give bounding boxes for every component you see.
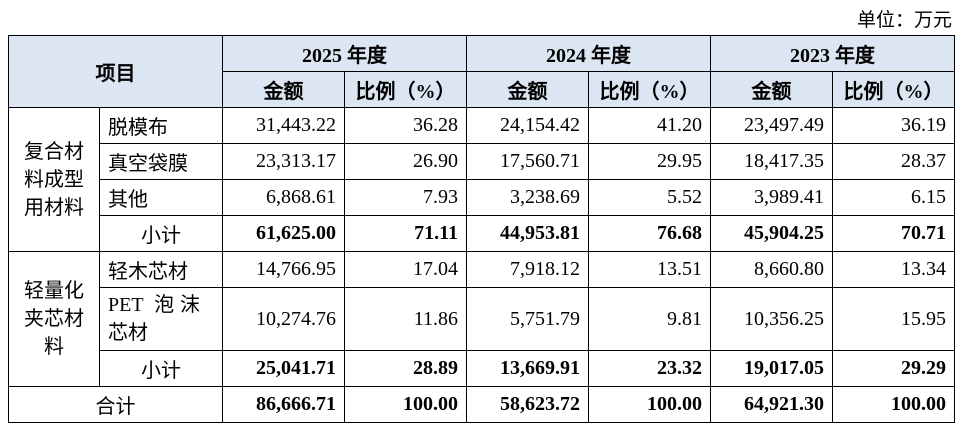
cell: 19,017.05: [710, 350, 833, 387]
cell: 17,560.71: [466, 143, 589, 180]
cell: 64,921.30: [710, 386, 833, 423]
cell: 41.20: [588, 107, 711, 144]
total-name: 合计: [8, 386, 223, 423]
group-label: 轻量化夹芯材料: [8, 251, 100, 387]
cell: 6.15: [832, 179, 955, 216]
header-year: 2025 年度: [222, 35, 467, 72]
cell: 58,623.72: [466, 386, 589, 423]
cell: 61,625.00: [222, 215, 345, 252]
cell: 100.00: [588, 386, 711, 423]
cell: 28.89: [344, 350, 467, 387]
header-ratio: 比例（%）: [344, 71, 467, 108]
group-label: 复合材料成型用材料: [8, 107, 100, 252]
cell: 44,953.81: [466, 215, 589, 252]
cell: 7.93: [344, 179, 467, 216]
cell: 36.19: [832, 107, 955, 144]
cell: 14,766.95: [222, 251, 345, 288]
cell: 29.95: [588, 143, 711, 180]
data-row: 其他 6,868.61 7.93 3,238.69 5.52 3,989.41 6.15: [9, 179, 955, 216]
cell: 13.34: [832, 251, 955, 288]
cell: 7,918.12: [466, 251, 589, 288]
cell: 71.11: [344, 215, 467, 252]
material-table: 项目 2025 年度 2024 年度 2023 年度 金额 比例（%） 金额 比例（%） 金额比…: [8, 35, 955, 423]
cell: 10,274.76: [222, 287, 345, 351]
header-year: 2023 年度: [710, 35, 955, 72]
cell: 13.51: [588, 251, 711, 288]
cell: 45,904.25: [710, 215, 833, 252]
cell: 3,238.69: [466, 179, 589, 216]
unit-label: 单位：万元: [856, 10, 952, 31]
cell: 8,660.80: [710, 251, 833, 288]
data-row: 真空袋膜 23,313.17 26.90 17,560.71 29.95 18,417.3…: [9, 143, 955, 180]
cell: 25,041.71: [222, 350, 345, 387]
cell: 6,868.61: [222, 179, 345, 216]
header-item: 项目: [8, 35, 223, 108]
cell: 86,666.71: [222, 386, 345, 423]
header-amount: 金额: [222, 71, 345, 108]
header-amount: 金额: [710, 71, 833, 108]
cell: 17.04: [344, 251, 467, 288]
data-row: PET 泡沫芯材 10,274.76 11.86 5,751.79 9.81 10,356…: [9, 287, 955, 351]
header-row: 金额 比例（%） 金额 比例（%） 金额 比例（%）: [9, 71, 955, 108]
item-name: 小计: [99, 350, 223, 387]
cell: 100.00: [344, 386, 467, 423]
data-row: 复合材料成型用材料 脱模布 31,443.22 36.28 24,154.42 41.20…: [8, 107, 955, 252]
subtotal-row: 小计 61,625.00 71.11 44,953.81 76.68 45,904.25 7…: [9, 215, 955, 252]
item-name: 真空袋膜: [99, 143, 223, 180]
cell: 5,751.79: [466, 287, 589, 351]
item-name: PET 泡沫芯材: [99, 287, 223, 351]
subtotal-row: 小计 25,041.71 28.89 13,669.91 23.32 19,017.05 2…: [9, 350, 955, 387]
cell: 5.52: [588, 179, 711, 216]
cell: 13,669.91: [466, 350, 589, 387]
cell: 10,356.25: [710, 287, 833, 351]
cell: 100.00: [832, 386, 955, 423]
cell: 36.28: [344, 107, 467, 144]
cell: 24,154.42: [466, 107, 589, 144]
item-name: 小计: [99, 215, 223, 252]
total-row: 合计 86,666.71 100.00 58,623.72 100.00 64,921.3…: [8, 386, 955, 423]
cell: 76.68: [588, 215, 711, 252]
item-name: 轻木芯材: [99, 251, 223, 288]
cell: 3,989.41: [710, 179, 833, 216]
cell: 28.37: [832, 143, 955, 180]
cell: 11.86: [344, 287, 467, 351]
header-year: 2024 年度: [466, 35, 711, 72]
header-ratio: 比例（%）: [588, 71, 711, 108]
cell: 23.32: [588, 350, 711, 387]
cell: 70.71: [832, 215, 955, 252]
item-name: 脱模布: [99, 107, 223, 144]
cell: 23,497.49: [710, 107, 833, 144]
header-ratio: 比例（%）: [832, 71, 955, 108]
header-row: 项目 2025 年度 2024 年度 2023 年度: [8, 35, 955, 108]
cell: 26.90: [344, 143, 467, 180]
cell: 15.95: [832, 287, 955, 351]
cell: 23,313.17: [222, 143, 345, 180]
cell: 18,417.35: [710, 143, 833, 180]
cell: 29.29: [832, 350, 955, 387]
item-name: 其他: [99, 179, 223, 216]
data-row: 轻量化夹芯材料 轻木芯材 14,766.95 17.04 7,918.12 13.51 8,…: [8, 251, 955, 387]
header-amount: 金额: [466, 71, 589, 108]
cell: 9.81: [588, 287, 711, 351]
cell: 31,443.22: [222, 107, 345, 144]
